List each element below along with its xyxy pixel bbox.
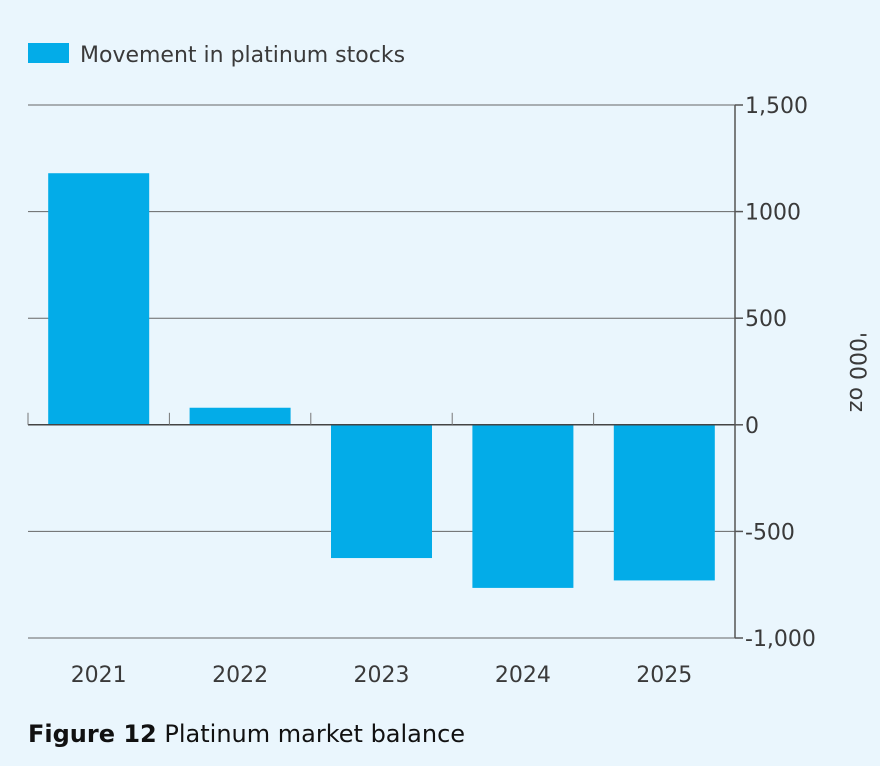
bars bbox=[28, 173, 735, 588]
x-tick-label-2022: 2022 bbox=[212, 663, 268, 688]
y-tick-label: -1,000 bbox=[745, 627, 816, 652]
bar-2024 bbox=[472, 424, 574, 588]
x-tick-label-2023: 2023 bbox=[354, 663, 410, 688]
legend: Movement in platinum stocks bbox=[28, 43, 405, 68]
y-tick-label: 1000 bbox=[745, 201, 801, 226]
y-tick-label: 500 bbox=[745, 307, 787, 332]
y-tick-label: 1,500 bbox=[745, 94, 808, 119]
bar-2023 bbox=[331, 424, 432, 559]
y-tick-label: -500 bbox=[745, 520, 795, 545]
legend-swatch bbox=[28, 43, 69, 63]
x-tick-label-2025: 2025 bbox=[636, 663, 692, 688]
bar-2025 bbox=[613, 424, 715, 581]
figure-number: Figure 12 bbox=[28, 720, 157, 748]
y-axis: 1,500 1000 500 0 -500 -1,000 bbox=[734, 94, 816, 652]
x-tick-label-2021: 2021 bbox=[71, 663, 127, 688]
y-axis-title: '000 oz bbox=[844, 332, 869, 412]
figure-title: Platinum market balance bbox=[164, 720, 466, 748]
bar-2021 bbox=[48, 173, 150, 425]
y-tick-label: 0 bbox=[745, 414, 759, 439]
bar-chart: Movement in platinum stocks 2021 2022 2023… bbox=[27, 43, 869, 688]
figure-caption: Figure 12 Platinum market balance bbox=[28, 720, 465, 748]
legend-label: Movement in platinum stocks bbox=[80, 43, 405, 68]
x-tick-label-2024: 2024 bbox=[495, 663, 551, 688]
bar-2022 bbox=[189, 407, 291, 425]
x-axis: 2021 2022 2023 2024 2025 bbox=[27, 412, 736, 688]
